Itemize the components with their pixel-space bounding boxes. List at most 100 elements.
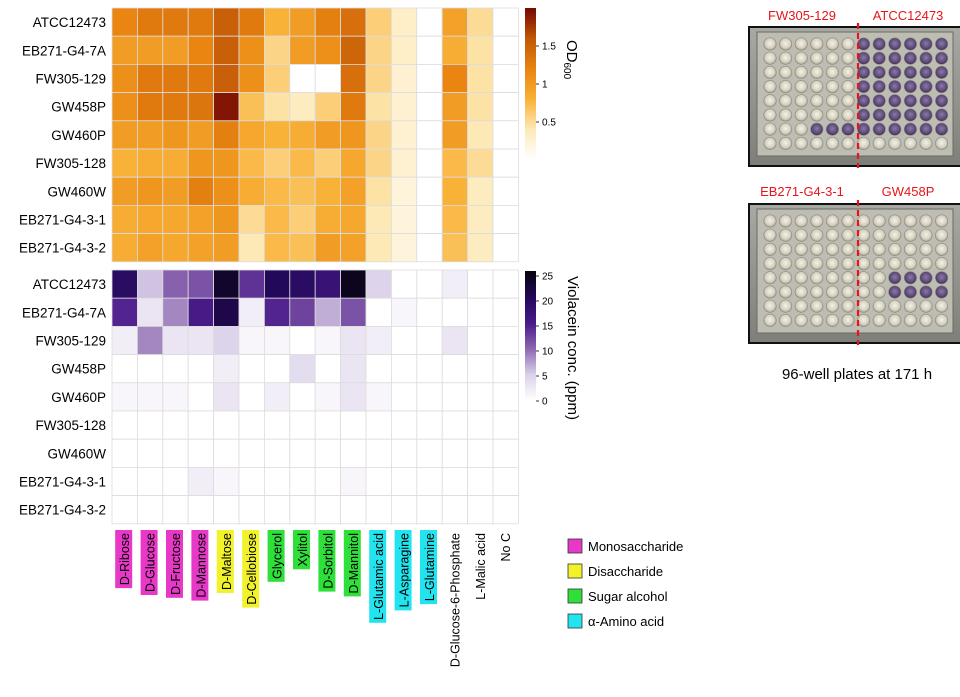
plate-well <box>794 122 808 136</box>
od600-colorbar-step <box>525 13 536 17</box>
violacein-cell <box>467 410 494 440</box>
od600-cell <box>441 120 469 150</box>
plate-well <box>888 122 902 136</box>
od600-cell <box>111 233 138 263</box>
plate-well <box>841 136 855 150</box>
od600-cell <box>136 204 164 234</box>
plate-well <box>919 257 933 271</box>
violacein-colorbar-step <box>525 377 536 380</box>
violacein-colorbar-step <box>525 349 536 352</box>
od600-cell <box>289 176 316 206</box>
violacein-cell <box>441 325 469 355</box>
violacein-cell <box>467 269 494 299</box>
violacein-cell <box>187 495 214 525</box>
strain-label: ATCC12473 <box>33 15 106 30</box>
od600-colorbar-step <box>525 20 536 24</box>
plate-well <box>794 65 808 79</box>
od600-colorbar-step <box>525 114 536 118</box>
od600-colorbar-step <box>525 35 536 39</box>
violacein-cell <box>263 495 291 525</box>
od600-cell <box>136 92 164 122</box>
plate-well <box>779 313 793 327</box>
source-label-text: Xylitol <box>296 533 310 566</box>
strain-label: EB271-G4-3-1 <box>19 475 106 490</box>
violacein-cell <box>111 354 138 384</box>
violacein-cell <box>340 466 367 496</box>
plate-well <box>903 65 917 79</box>
violacein-colorbar-label: Violacein conc. (ppm) <box>564 276 581 420</box>
source-label-text: D-Mannose <box>194 533 208 598</box>
od600-cell <box>213 204 240 234</box>
od600-colorbar-step <box>525 132 536 136</box>
violacein-cell <box>238 297 265 327</box>
violacein-colorbar-step <box>525 316 536 320</box>
violacein-cell <box>365 495 392 525</box>
plate-well <box>903 271 917 285</box>
violacein-colorbar-step <box>525 368 536 372</box>
plate-well <box>857 136 871 150</box>
plate-well <box>888 94 902 108</box>
od600-colorbar-step <box>525 73 536 77</box>
plate-well <box>872 80 886 94</box>
strain-label: EB271-G4-7A <box>22 305 106 320</box>
violacein-cell <box>136 438 164 468</box>
od600-cell <box>111 204 138 234</box>
violacein-cell <box>213 325 240 355</box>
violacein-cell <box>238 325 265 355</box>
od600-colorbar-step <box>525 104 536 108</box>
violacein-cell <box>340 325 367 355</box>
violacein-cell <box>390 269 418 299</box>
plate-well <box>888 108 902 122</box>
plate-well <box>825 136 839 150</box>
plate-well <box>872 51 886 65</box>
violacein-cell <box>314 354 342 384</box>
od600-cell <box>162 148 189 178</box>
od600-colorbar-step <box>525 94 536 98</box>
violacein-cell <box>213 410 240 440</box>
od600-cell <box>213 92 240 122</box>
violacein-cell <box>162 297 189 327</box>
plate-well <box>919 299 933 313</box>
violacein-cell <box>162 325 189 355</box>
od600-colorbar-step <box>525 56 536 60</box>
plate-well <box>825 122 839 136</box>
source-class-highlight <box>343 530 361 597</box>
violacein-cell <box>187 382 214 412</box>
od600-cell <box>187 204 214 234</box>
plate-left-label: EB271-G4-3-1 <box>760 184 844 199</box>
violacein-cell <box>314 438 342 468</box>
od600-cell <box>136 35 164 65</box>
violacein-cell <box>263 269 291 299</box>
violacein-colorbar-tick-label: 5 <box>542 372 548 383</box>
strain-label: GW460W <box>47 184 106 199</box>
od600-cell <box>136 120 164 150</box>
od600-colorbar-step <box>525 91 536 95</box>
violacein-cell <box>263 466 291 496</box>
violacein-colorbar-step <box>525 390 536 393</box>
plate-well <box>919 37 933 51</box>
od600-cell <box>390 233 418 263</box>
strain-label: GW458P <box>51 362 106 377</box>
plate-well <box>903 122 917 136</box>
violacein-colorbar-step <box>525 359 536 363</box>
plate-well <box>763 94 777 108</box>
violacein-colorbar-step <box>525 301 536 305</box>
strain-label: GW458P <box>51 100 106 115</box>
plate-well <box>935 271 949 285</box>
violacein-cell <box>390 410 418 440</box>
plate-well <box>872 271 886 285</box>
violacein-cell <box>441 269 469 299</box>
violacein-colorbar-step <box>525 327 536 331</box>
violacein-cell <box>390 325 418 355</box>
od600-cell <box>136 176 164 206</box>
plate-well <box>825 80 839 94</box>
violacein-colorbar-step <box>525 351 536 354</box>
plate-well <box>794 299 808 313</box>
violacein-cell <box>365 382 392 412</box>
od600-colorbar-step <box>525 99 536 103</box>
source-label: D-Cellobiose <box>242 530 260 608</box>
od600-cell <box>187 233 214 263</box>
od600-cell <box>340 233 367 263</box>
source-label-text: D-Fructose <box>169 533 183 595</box>
plate-well <box>903 214 917 228</box>
